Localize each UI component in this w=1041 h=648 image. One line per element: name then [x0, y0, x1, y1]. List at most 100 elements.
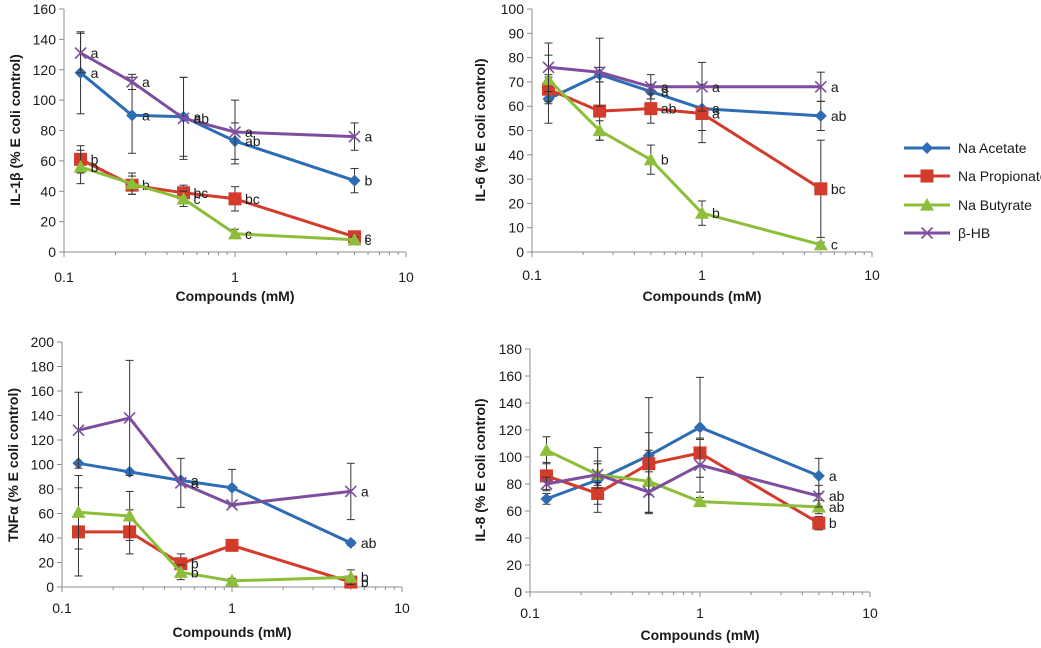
data-point-cross	[177, 112, 190, 125]
significance-label: a	[712, 101, 720, 117]
series-na-butyrate: b b c	[541, 54, 838, 253]
y-axis-title: IL-6 (% E coli control)	[472, 58, 488, 201]
data-point-triangle	[920, 198, 934, 211]
data-point-cross	[642, 486, 655, 499]
legend-item: Na Propionate	[904, 168, 1041, 184]
significance-label: a	[712, 79, 720, 95]
chart-panel-3: 0 20 40 60 80 100 120 140 160 180 200 0.1 1 10 Compoun…	[5, 334, 410, 640]
significance-label: a	[361, 483, 369, 499]
data-point-square	[225, 538, 239, 552]
series-na-propionate: bb	[71, 487, 369, 590]
y-tick-label: 200	[31, 334, 55, 350]
y-tick-label: 40	[508, 147, 524, 163]
significance-label: b	[365, 173, 373, 189]
significance-label: c	[365, 229, 372, 245]
y-tick-label: 180	[499, 341, 523, 357]
significance-label: bc	[831, 181, 846, 197]
significance-label: b	[191, 564, 199, 580]
y-tick-label: 100	[31, 457, 55, 473]
y-tick-label: 80	[38, 481, 54, 497]
significance-label: a	[191, 475, 199, 491]
data-point-triangle	[71, 505, 86, 518]
y-tick-label: 30	[508, 171, 524, 187]
data-point-square	[539, 469, 553, 483]
significance-label: ab	[194, 110, 210, 126]
significance-label: ab	[661, 101, 677, 117]
significance-label: a	[661, 84, 669, 100]
series--hb: aa	[72, 359, 369, 521]
legend: Na Acetate Na Propionate Na Butyrate β-HB	[904, 140, 1041, 241]
y-axis-title: IL-8 (% E coli control)	[472, 398, 488, 541]
data-point-square	[814, 182, 828, 196]
y-tick-label: 160	[33, 1, 57, 17]
series-line	[79, 51, 355, 139]
y-tick-label: 160	[499, 368, 523, 384]
data-point-triangle	[176, 191, 191, 205]
data-point-triangle	[73, 159, 88, 173]
significance-label: b	[361, 569, 369, 585]
data-point-diamond	[694, 421, 706, 434]
data-point-diamond	[226, 481, 238, 494]
significance-label: ab	[831, 108, 847, 124]
significance-label: a	[91, 45, 99, 61]
series-na-butyrate: bcc c	[73, 149, 372, 248]
data-point-cross	[591, 468, 604, 481]
data-point-triangle	[225, 573, 239, 587]
data-point-triangle	[693, 494, 707, 508]
y-tick-label: 100	[501, 1, 525, 17]
data-point-cross	[74, 46, 87, 60]
y-tick-label: 0	[48, 244, 56, 260]
y-tick-label: 40	[38, 530, 54, 546]
significance-label: b	[91, 159, 99, 175]
data-point-triangle	[592, 123, 607, 137]
series-na-propionate: ab abc	[541, 76, 846, 238]
x-tick-label: 0.1	[520, 605, 540, 621]
data-point-cross	[540, 477, 553, 491]
y-tick-label: 120	[33, 62, 57, 78]
data-point-cross	[693, 459, 707, 472]
significance-label: b	[191, 556, 199, 572]
x-tick-label: 1	[698, 267, 706, 283]
y-tick-label: 60	[40, 153, 56, 169]
x-axis-title: Compounds (mM)	[173, 624, 292, 640]
series-line	[546, 451, 820, 525]
data-point-cross	[225, 498, 239, 511]
series-na-acetate: a ab	[72, 457, 377, 551]
significance-label: ab	[245, 133, 261, 149]
data-point-triangle	[173, 565, 188, 578]
y-tick-label: 80	[40, 123, 56, 139]
x-tick-label: 1	[228, 600, 236, 616]
y-tick-label: 140	[31, 408, 55, 424]
series-na-propionate: b	[539, 432, 837, 531]
y-tick-label: 100	[499, 449, 523, 465]
significance-label: a	[194, 109, 202, 125]
data-point-diamond	[812, 469, 825, 482]
data-point-diamond	[921, 142, 933, 154]
data-point-cross	[644, 80, 657, 93]
legend-label: Na Butyrate	[958, 197, 1032, 213]
significance-label: b	[661, 152, 669, 168]
y-tick-label: 20	[38, 555, 54, 571]
x-axis-title: Compounds (mM)	[176, 288, 295, 304]
series-line	[78, 416, 351, 507]
significance-label: ab	[829, 488, 845, 504]
y-tick-label: 60	[506, 503, 522, 519]
legend-label: β-HB	[958, 225, 990, 241]
series-na-acetate: a	[540, 376, 837, 515]
significance-label: b	[829, 515, 837, 531]
y-tick-label: 20	[40, 214, 56, 230]
y-tick-label: 160	[31, 383, 55, 399]
y-tick-label: 90	[508, 25, 524, 41]
significance-label: c	[365, 232, 372, 248]
data-point-cross	[72, 424, 85, 437]
y-tick-label: 80	[508, 50, 524, 66]
series-line	[79, 158, 355, 239]
significance-label: b	[712, 205, 720, 221]
y-tick-label: 140	[499, 395, 523, 411]
data-point-triangle	[347, 232, 362, 246]
y-tick-label: 70	[508, 74, 524, 90]
significance-label: c	[245, 226, 252, 242]
series-line	[80, 165, 355, 242]
